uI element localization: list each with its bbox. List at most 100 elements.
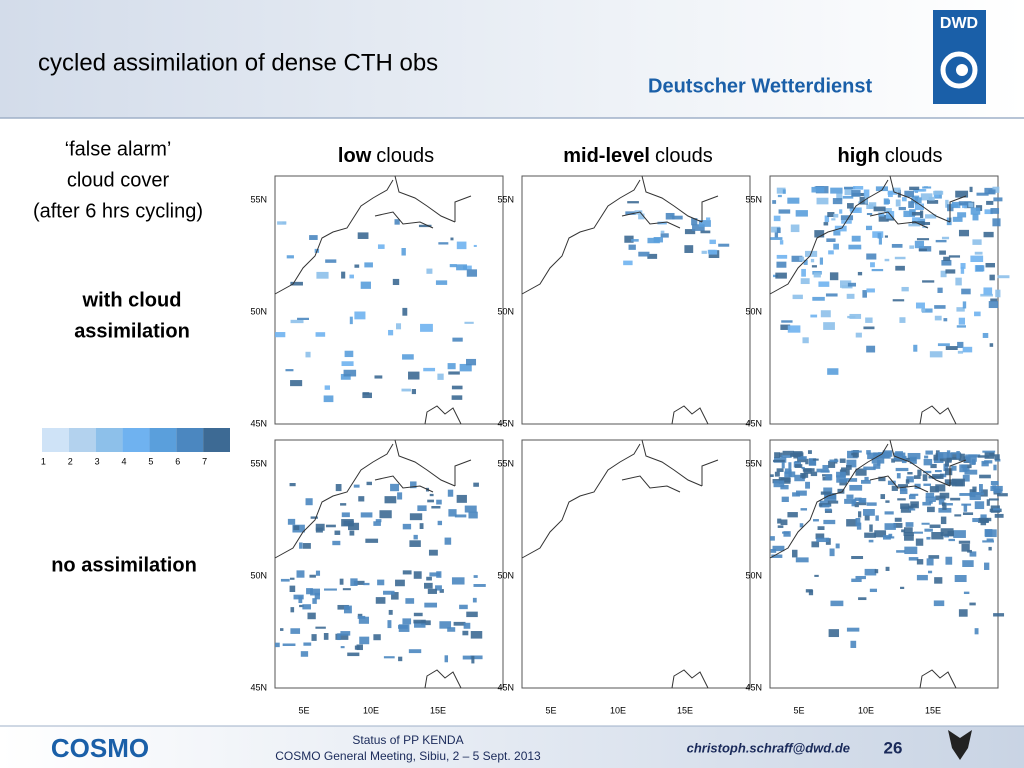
cloud-patch bbox=[880, 494, 886, 500]
cloud-patch bbox=[628, 244, 636, 250]
cloud-patch bbox=[864, 514, 870, 521]
cloud-patch bbox=[298, 596, 303, 604]
cloud-patch bbox=[884, 235, 888, 238]
cloud-patch bbox=[787, 197, 800, 204]
lat-label: 50N bbox=[250, 570, 267, 580]
cloud-patch bbox=[993, 508, 1001, 511]
cloud-patch bbox=[844, 187, 853, 196]
cloud-patch bbox=[312, 598, 317, 604]
cloud-patch bbox=[431, 505, 441, 509]
cloud-patch bbox=[803, 259, 808, 265]
cloud-patch bbox=[459, 604, 468, 610]
cloud-patch bbox=[770, 474, 774, 477]
cloud-patch bbox=[462, 630, 469, 636]
cloud-patch bbox=[827, 368, 839, 375]
cloud-patch bbox=[912, 221, 925, 225]
cloud-patch bbox=[904, 190, 914, 198]
cloud-patch bbox=[898, 206, 906, 211]
cloud-patch bbox=[990, 208, 1000, 214]
cloud-patch bbox=[282, 221, 287, 224]
cloud-patch bbox=[358, 616, 370, 624]
cloud-patch bbox=[851, 235, 861, 242]
cloud-patch bbox=[849, 208, 860, 212]
cloud-patch bbox=[816, 197, 829, 205]
cloud-patch bbox=[863, 466, 876, 471]
cloud-patch bbox=[360, 281, 371, 289]
cloud-patch bbox=[383, 590, 395, 595]
cloud-patch bbox=[471, 655, 475, 664]
cloud-patch bbox=[779, 240, 784, 245]
cloud-patch bbox=[833, 230, 841, 236]
cloud-patch bbox=[402, 307, 408, 316]
cloud-patch bbox=[972, 518, 979, 523]
cloud-patch bbox=[840, 215, 854, 221]
cloud-patch bbox=[462, 655, 474, 660]
cloud-patch bbox=[409, 513, 423, 521]
cloud-patch bbox=[891, 243, 903, 248]
cloud-patch bbox=[447, 627, 456, 632]
colorbar-cell bbox=[42, 428, 69, 452]
cloud-patch bbox=[835, 543, 840, 549]
cloud-patch bbox=[945, 503, 953, 506]
cloud-patch bbox=[833, 213, 839, 218]
cloud-patch bbox=[830, 187, 843, 194]
cloud-patch bbox=[772, 545, 785, 552]
cloud-patch bbox=[913, 475, 921, 479]
cloud-patch bbox=[342, 588, 351, 591]
cloud-patch bbox=[816, 468, 829, 473]
cloud-patch bbox=[305, 498, 313, 506]
cloud-patch bbox=[775, 272, 787, 279]
cloud-patch bbox=[871, 268, 884, 272]
cloud-patch bbox=[774, 230, 779, 238]
cloud-patch bbox=[900, 586, 905, 590]
column-header-bold: low bbox=[338, 145, 372, 167]
cloud-patch bbox=[988, 546, 992, 551]
cloud-patch bbox=[780, 477, 791, 483]
cloud-patch bbox=[921, 308, 933, 313]
cloud-patch bbox=[829, 459, 839, 462]
lat-label: 45N bbox=[745, 682, 762, 692]
intro-line: (after 6 hrs cycling) bbox=[33, 200, 203, 222]
cloud-patch bbox=[971, 459, 976, 465]
cloud-patch bbox=[818, 281, 830, 287]
cloud-patch bbox=[359, 636, 370, 645]
cloud-patch bbox=[934, 577, 943, 584]
cloud-patch bbox=[799, 256, 805, 261]
cloud-patch bbox=[436, 499, 442, 505]
cloud-patch bbox=[882, 451, 891, 459]
cloud-patch bbox=[846, 459, 857, 468]
cloud-patch bbox=[392, 278, 400, 286]
cloud-patch bbox=[808, 590, 814, 596]
cloud-patch bbox=[961, 288, 971, 295]
footer-line: COSMO General Meeting, Sibiu, 2 – 5 Sept… bbox=[275, 749, 541, 763]
cloud-patch bbox=[653, 237, 663, 243]
lat-label: 55N bbox=[497, 458, 514, 468]
cloud-patch bbox=[896, 550, 906, 553]
cloud-patch bbox=[360, 512, 373, 518]
slide-title: cycled assimilation of dense CTH obs bbox=[38, 49, 438, 76]
cloud-patch bbox=[924, 455, 929, 459]
cloud-patch bbox=[845, 465, 852, 470]
cloud-patch bbox=[332, 540, 341, 546]
cloud-patch bbox=[933, 190, 944, 195]
org-name: Deutscher Wetterdienst bbox=[648, 75, 872, 97]
cloud-patch bbox=[421, 620, 431, 626]
cloud-patch bbox=[903, 210, 915, 218]
cloud-patch bbox=[962, 560, 974, 567]
cloud-patch bbox=[908, 494, 916, 500]
cloud-patch bbox=[921, 308, 926, 312]
cloud-patch bbox=[985, 262, 995, 268]
cloud-patch bbox=[420, 323, 433, 332]
cloud-patch bbox=[451, 385, 463, 390]
cloud-patch bbox=[419, 523, 424, 529]
cloud-patch bbox=[375, 597, 386, 604]
cloud-patch bbox=[866, 345, 876, 353]
cloud-patch bbox=[926, 558, 934, 566]
cloud-patch bbox=[968, 202, 974, 208]
intro-line: ‘false alarm’ bbox=[65, 138, 172, 160]
cloud-patch bbox=[825, 293, 838, 297]
cloud-patch bbox=[638, 213, 645, 220]
cloud-patch bbox=[290, 628, 301, 634]
cloud-patch bbox=[286, 255, 294, 259]
cloud-patch bbox=[958, 540, 971, 544]
